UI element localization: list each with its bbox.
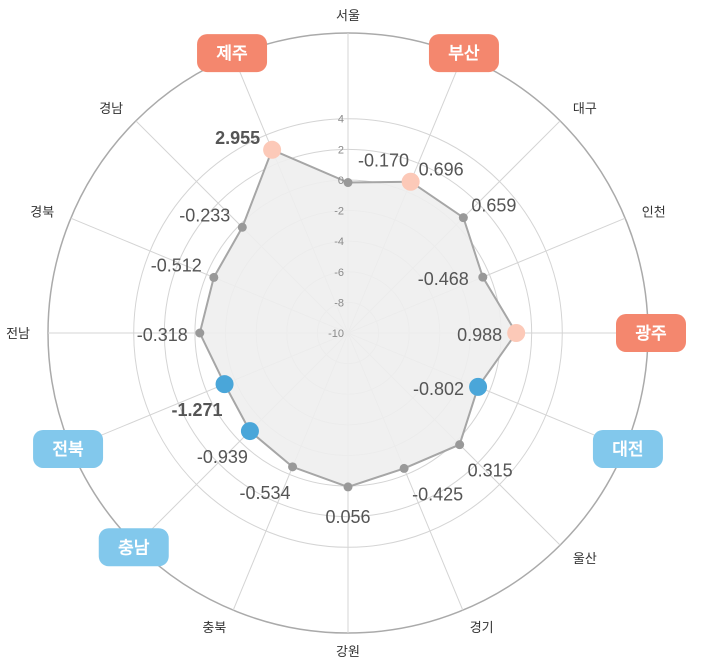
category-badge-label: 전북 [52,440,84,459]
category-badge [33,429,104,468]
data-point [209,272,219,282]
category-label: 울산 [573,551,597,566]
value-label: -0.170 [358,151,409,171]
value-label: -1.271 [172,400,223,420]
tick-label: 0 [338,175,344,187]
tick-label: -4 [334,236,344,248]
category-label: 인천 [642,204,666,219]
tick-label: -8 [334,297,344,309]
value-label: 0.696 [419,160,464,180]
data-point [263,140,282,159]
data-point [469,377,488,396]
data-point [507,324,526,342]
value-label: -0.802 [413,379,464,399]
category-badge [197,34,268,73]
tick-label: -10 [328,328,344,340]
data-point [455,440,465,450]
data-point [240,422,259,441]
data-point [237,222,247,232]
category-label: 경기 [470,620,494,635]
category-label: 서울 [336,8,360,23]
value-label: -0.468 [418,269,469,289]
data-point [343,482,353,492]
value-label: 0.988 [457,325,502,345]
value-label: 0.056 [325,507,370,527]
value-label: -0.425 [412,484,463,504]
value-label: 0.659 [471,196,516,216]
value-label: 2.955 [215,128,260,148]
category-label: 전남 [6,326,30,341]
data-point [401,172,420,191]
category-label: 강원 [336,644,360,659]
value-label: -0.512 [151,255,202,275]
category-label: 충북 [202,620,226,635]
data-point [288,462,298,472]
category-badge [428,34,499,73]
category-label: 경남 [99,101,123,116]
tick-label: -2 [334,206,344,218]
value-label: -0.233 [179,205,230,225]
data-point [478,272,488,282]
tick-label: -6 [334,267,344,279]
data-point [195,328,205,338]
category-badge [98,528,169,567]
data-point [215,375,234,394]
category-label: 대구 [573,101,597,116]
data-point [399,463,409,473]
tick-label: 4 [338,114,344,126]
value-label: 0.315 [468,461,513,481]
category-badge-label: 광주 [635,324,667,343]
category-badge-label: 부산 [448,44,480,63]
category-badge [616,314,686,352]
tick-label: 2 [338,144,344,156]
category-badge [592,429,663,468]
value-label: -0.318 [137,325,188,345]
category-badge-label: 제주 [216,44,248,63]
category-label: 경북 [30,204,54,219]
category-badge-label: 대전 [612,440,643,459]
value-label: -0.534 [240,483,291,503]
category-badge-label: 충남 [118,538,150,557]
value-label: -0.939 [197,447,248,467]
data-point [343,178,353,188]
data-point [458,213,468,223]
